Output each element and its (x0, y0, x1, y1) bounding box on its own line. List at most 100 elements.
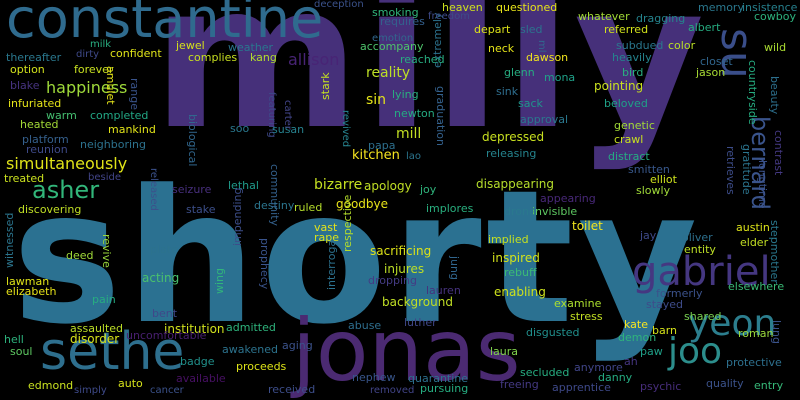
word-prophecy: prophecy (258, 238, 271, 290)
word-susan: susan (272, 123, 305, 136)
word-badge: badge (180, 355, 215, 368)
word-joo: joo (668, 331, 723, 372)
word-laura: laura (490, 345, 519, 358)
word-sacrificing: sacrificing (370, 244, 432, 258)
word-proceeds: proceeds (236, 360, 287, 373)
word-awakened: awakened (222, 343, 278, 356)
word-respective: respective (341, 194, 354, 252)
word-milly: milly (152, 0, 707, 174)
word-smitten: smitten (628, 163, 670, 176)
word-dragging: dragging (636, 12, 686, 25)
word-lauren: lauren (426, 284, 461, 297)
word-shared: shared (684, 310, 722, 323)
word-quarantine: quarantine (408, 372, 469, 385)
word-smoking: smoking (372, 6, 419, 19)
word-uncomfortable: uncomfortable (126, 329, 207, 342)
word-reached: reached (400, 53, 445, 66)
word-cowboy: cowboy (754, 10, 796, 23)
word-warm: warm (46, 109, 77, 122)
word-secluded: secluded (520, 366, 570, 379)
word-lao: lao (406, 151, 422, 162)
word-carter: carter (282, 100, 293, 130)
word-rape: rape (314, 231, 340, 244)
word-danny: danny (598, 371, 633, 384)
word-whatever: whatever (578, 10, 630, 23)
word-beside: beside (88, 172, 121, 183)
word-sin: sin (366, 92, 387, 108)
word-jung: jung (448, 256, 461, 280)
word-received: received (268, 383, 316, 396)
word-papa: papa (368, 139, 396, 152)
word-protective: protective (726, 356, 782, 369)
word-background: background (382, 295, 453, 309)
word-insistence: insistence (742, 1, 798, 14)
word-cancer: cancer (150, 385, 184, 396)
word-memory: memory (698, 1, 744, 14)
word-weather: weather (228, 41, 274, 54)
word-pursuing: pursuing (420, 382, 469, 395)
word-disappearing: disappearing (476, 177, 555, 191)
word-psychic: psychic (640, 380, 682, 393)
word-injures: injures (384, 262, 425, 276)
word-paw: paw (640, 345, 663, 358)
word-community: community (268, 164, 281, 227)
word-deception: deception (314, 0, 364, 10)
word-platform: platform (22, 133, 69, 146)
word-drone: drone (504, 205, 536, 218)
word-pointing: pointing (594, 79, 644, 93)
word-available: available (176, 372, 226, 385)
word-jay: jay (640, 229, 657, 242)
word-amulet: amulet (104, 66, 117, 105)
word-enabling: enabling (494, 285, 546, 299)
word-questioned: questioned (496, 1, 558, 14)
word-rebuff: rebuff (504, 266, 537, 279)
word-revived: revived (340, 110, 351, 148)
word-quality: quality (706, 377, 744, 390)
word-color: color (668, 39, 696, 52)
word-inspired: inspired (492, 251, 540, 265)
word-ah: ah (624, 355, 638, 368)
word-apprentice: apprentice (552, 381, 611, 394)
word-barn: barn (652, 324, 678, 337)
word-bent: bent (152, 307, 178, 320)
word-disorder: disorder (70, 332, 120, 346)
word-constantine: constantine (6, 0, 324, 50)
word-glenn: glenn (504, 66, 535, 79)
word-happiness: happiness (46, 78, 128, 97)
word-institution: institution (164, 322, 225, 336)
word-heavily: heavily (612, 51, 652, 64)
word-kitchen: kitchen (352, 148, 400, 163)
word-infuriated: infuriated (8, 97, 62, 110)
word-sethe: sethe (40, 322, 185, 382)
word-hell: hell (4, 333, 24, 346)
word-newton: newton (394, 107, 435, 120)
word-wing: wing (213, 267, 226, 294)
word-mankind: mankind (108, 123, 156, 136)
word-contrast: contrast (772, 130, 785, 176)
word-destiny: destiny (254, 199, 295, 212)
word-beloved: beloved (604, 97, 648, 110)
word-soul: soul (10, 345, 33, 358)
word-goodbye: goodbye (336, 197, 389, 211)
word-heaven: heaven (442, 1, 483, 14)
word-plate: plate (150, 243, 178, 256)
word-freeing: freeing (500, 378, 539, 391)
word-assaulted: assaulted (70, 322, 124, 335)
word-allison: allison (288, 50, 340, 69)
word-implied: implied (488, 233, 529, 246)
word-elliot: elliot (650, 173, 677, 186)
word-jewel: jewel (176, 39, 205, 52)
word-entity: entity (684, 243, 716, 256)
word-forever: forever (74, 63, 114, 76)
word-subdued: subdued (616, 39, 664, 52)
word-witnessed: witnessed (3, 212, 16, 268)
word-elsewhere: elsewhere (728, 280, 785, 293)
word-aging: aging (282, 339, 313, 352)
word-range: range (128, 78, 141, 110)
word-austin: austin (736, 221, 770, 234)
word-treated: treated (4, 172, 45, 185)
word-nephew: nephew (352, 371, 396, 384)
word-sled: sled (520, 23, 543, 36)
word-acting: acting (142, 271, 180, 285)
word-reunion: reunion (26, 143, 68, 156)
